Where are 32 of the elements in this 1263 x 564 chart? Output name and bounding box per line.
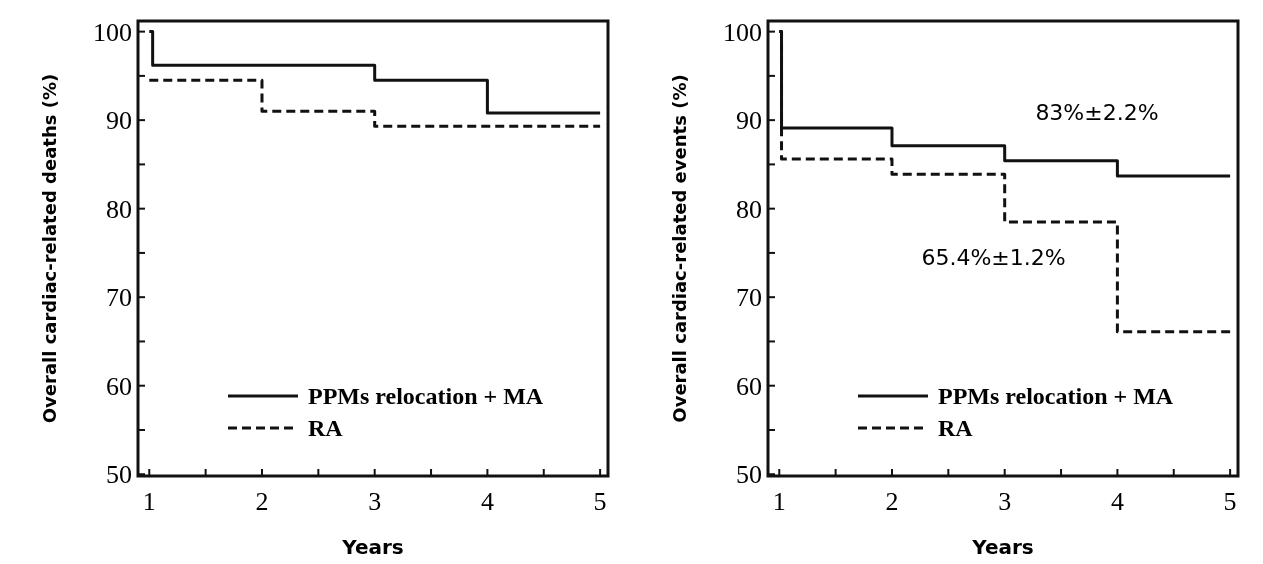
x-tick-label: 5 xyxy=(1223,487,1237,516)
legend-label: RA xyxy=(308,415,344,442)
legend-label: PPMs relocation + MA xyxy=(938,383,1174,410)
y-tick-label: 100 xyxy=(723,17,762,47)
y-tick-label: 70 xyxy=(106,283,132,313)
legend-label: PPMs relocation + MA xyxy=(308,383,544,410)
y-tick-label: 60 xyxy=(106,371,132,401)
y-tick-label: 50 xyxy=(106,460,132,490)
y-tick-label: 100 xyxy=(93,17,132,47)
y-axis-title: Overall cardiac-related events (%) xyxy=(669,74,690,423)
y-tick-label: 90 xyxy=(106,106,132,136)
y-axis-title: Overall cardiac-related deaths (%) xyxy=(39,73,60,424)
annotation: 83%±2.2% xyxy=(1035,99,1159,125)
y-tick-label: 70 xyxy=(736,283,762,313)
x-tick-label: 4 xyxy=(1110,487,1124,516)
annotation: 65.4%±1.2% xyxy=(921,245,1066,271)
x-tick-label: 1 xyxy=(142,487,156,516)
x-tick-label: 4 xyxy=(480,487,494,516)
x-axis-title: Years xyxy=(341,535,404,559)
y-tick-label: 80 xyxy=(736,194,762,224)
y-tick-label: 50 xyxy=(736,460,762,490)
x-tick-label: 2 xyxy=(255,487,269,516)
y-tick-label: 90 xyxy=(736,106,762,136)
x-tick-label: 2 xyxy=(885,487,899,516)
y-tick-label: 60 xyxy=(736,371,762,401)
x-tick-label: 3 xyxy=(998,487,1012,516)
x-tick-label: 3 xyxy=(368,487,382,516)
legend-label: RA xyxy=(938,415,974,442)
x-tick-label: 1 xyxy=(772,487,786,516)
y-tick-label: 80 xyxy=(106,194,132,224)
x-tick-label: 5 xyxy=(593,487,607,516)
x-axis-title: Years xyxy=(971,535,1034,559)
